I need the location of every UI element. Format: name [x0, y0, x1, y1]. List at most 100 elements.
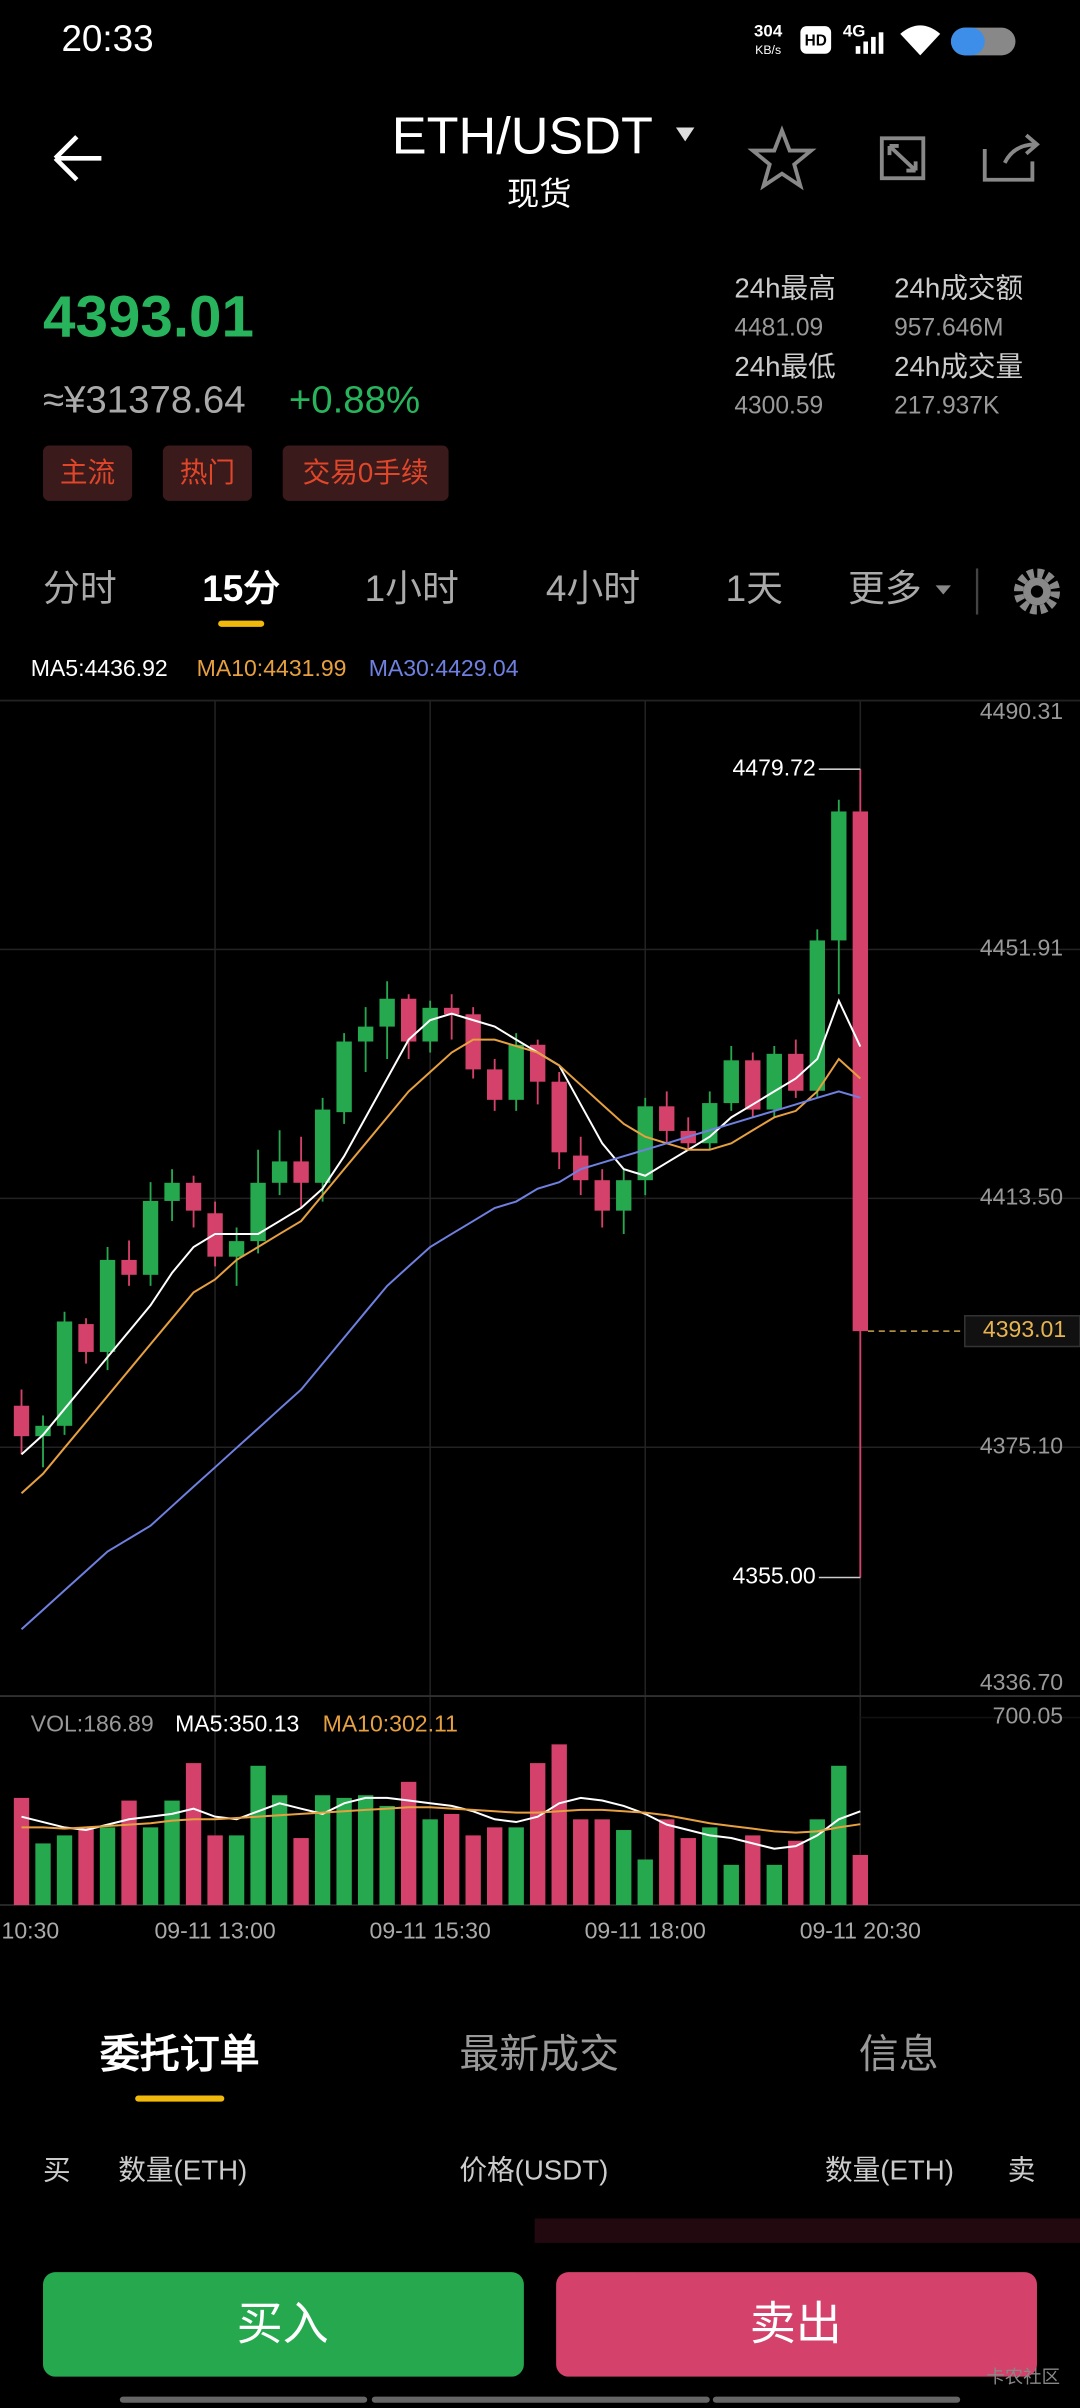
pair-dropdown[interactable] [675, 127, 695, 142]
favorite-button[interactable] [747, 125, 817, 191]
ma-legend: MA10:4431.99 [197, 655, 347, 681]
interval-tab[interactable]: 分时 [43, 568, 117, 609]
tag [43, 445, 133, 501]
status-time: 20:33 [61, 18, 153, 59]
x-tick-label: 09-11 13:00 [154, 1918, 275, 1944]
interval-tab[interactable]: 4小时 [546, 568, 640, 609]
stat-label: 24h成交量 [894, 351, 1023, 382]
ma-line [21, 1806, 861, 1834]
sell-button[interactable] [556, 2272, 1037, 2377]
volume-bar [465, 1835, 481, 1906]
tag-label: 热门 [180, 457, 235, 488]
y-tick-label: 4490.31 [980, 698, 1063, 724]
stat-value: 4481.09 [734, 314, 823, 341]
volume-bar [250, 1765, 266, 1906]
candle-body [766, 1053, 782, 1110]
last-price-box [964, 1315, 1080, 1348]
stat-label: 24h最低 [734, 351, 835, 382]
buy-label[interactable]: 买入 [237, 2298, 329, 2350]
volume-bar [702, 1827, 718, 1906]
volume-bar [637, 1859, 653, 1906]
volume-bar [142, 1827, 159, 1906]
candle-body [78, 1324, 94, 1352]
market-type: 现货 [507, 176, 571, 212]
hd-label: HD [805, 33, 827, 50]
candle-body [616, 1180, 632, 1211]
x-tick-label: 09-11 18:00 [585, 1918, 706, 1944]
candle-body [551, 1081, 567, 1153]
interval-tab[interactable]: 1天 [726, 568, 783, 609]
volume-bar [723, 1864, 739, 1906]
candle-body [336, 1041, 352, 1113]
candle-body [508, 1044, 524, 1100]
volume-bar [13, 1797, 30, 1906]
watermark: 卡农社区 [986, 2366, 1060, 2387]
volume-bar [207, 1835, 223, 1906]
order-header: 数量(ETH) [825, 2155, 954, 2186]
tag [162, 445, 252, 501]
interval-tab[interactable]: 更多 [848, 568, 922, 609]
min-marker-label: 4355.00 [732, 1563, 815, 1589]
candle-body [852, 811, 868, 1332]
candle-body [357, 1026, 374, 1042]
candle-body [422, 1007, 438, 1042]
volume-bar [745, 1835, 761, 1906]
volume-bar [271, 1795, 288, 1906]
candle-body [35, 1425, 51, 1437]
order-header: 数量(ETH) [118, 2155, 247, 2186]
settings-button[interactable] [1013, 568, 1061, 615]
network-label: 4G [843, 22, 866, 41]
x-tick-label: 09-11 20:30 [800, 1918, 921, 1944]
candle-body [228, 1241, 245, 1257]
status-speed-unit: KB/s [755, 43, 781, 57]
interval-tab[interactable]: 15分 [202, 568, 280, 609]
tag [282, 445, 449, 501]
volume-bar [659, 1819, 675, 1906]
cny-price: ≈¥31378.64 [43, 379, 246, 422]
volume-tick-label: 700.05 [993, 1703, 1063, 1729]
pair-title[interactable]: ETH/USDT [392, 108, 653, 166]
volume-ma-legend: MA10:302.11 [323, 1710, 458, 1736]
y-tick-label: 4336.70 [980, 1669, 1063, 1695]
bottom-tab[interactable]: 最新成交 [459, 2033, 619, 2077]
back-button[interactable] [53, 135, 102, 182]
volume-bar [831, 1765, 847, 1906]
bottom-tab[interactable]: 委托订单 [100, 2033, 260, 2077]
ma-legend: MA5:4436.92 [31, 655, 168, 681]
interval-tabs: 分时 15分 1小时 4小时 1天 更多 [43, 568, 951, 627]
volume-bar [594, 1819, 610, 1906]
signal-icon [855, 32, 884, 54]
ma-line [20, 1090, 861, 1630]
volume-bar [379, 1805, 395, 1906]
ma-line [21, 1796, 861, 1850]
candle-body [637, 1106, 653, 1181]
depth-row [534, 2218, 1080, 2243]
order-header: 价格(USDT) [459, 2155, 608, 2186]
buy-button[interactable] [43, 2272, 524, 2377]
share-button[interactable] [982, 133, 1040, 182]
volume-bar [422, 1819, 438, 1906]
status-speed: 304 [754, 22, 783, 41]
volume-ma-legend: MA5:350.13 [175, 1710, 299, 1736]
candle-body [250, 1182, 266, 1242]
candle-body [809, 940, 825, 1091]
x-tick-label: 10:30 [2, 1918, 60, 1944]
more-dropdown [935, 585, 951, 595]
fullscreen-button[interactable] [879, 136, 926, 181]
candle-body [142, 1200, 159, 1275]
candle-body [314, 1109, 331, 1183]
tag-label: 主流 [60, 457, 115, 488]
volume-bar [530, 1763, 546, 1906]
candle-body [164, 1182, 180, 1201]
bottom-tab[interactable]: 信息 [859, 2033, 939, 2077]
candle-body [185, 1182, 202, 1211]
candle-body [723, 1060, 739, 1104]
sell-label[interactable]: 卖出 [750, 2298, 842, 2350]
candle-body [465, 1014, 481, 1070]
volume-bar [293, 1838, 309, 1906]
order-header: 卖 [1008, 2155, 1036, 2186]
volume-bar [551, 1744, 567, 1906]
interval-tab[interactable]: 1小时 [365, 568, 459, 609]
